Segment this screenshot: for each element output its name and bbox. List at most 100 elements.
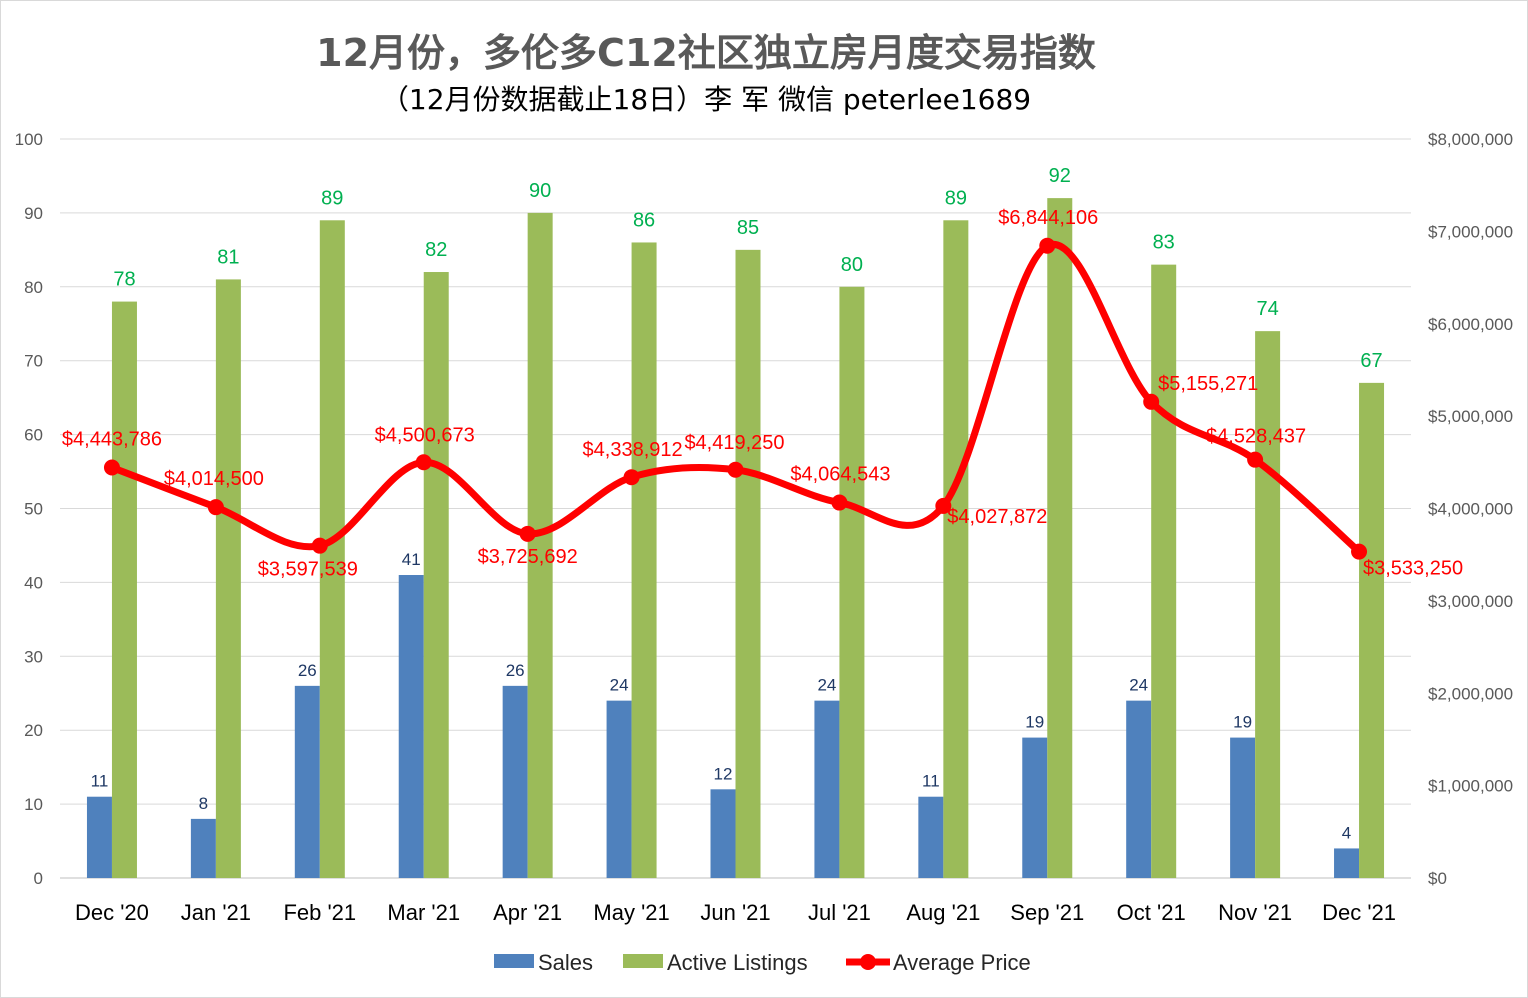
average-price-marker [311, 537, 328, 554]
sales-bar [1334, 848, 1360, 878]
sales-bar [294, 685, 320, 878]
active-listings-bar [1359, 382, 1385, 878]
active-listings-data-label: 86 [633, 209, 655, 231]
y-right-tick-label: $0 [1428, 869, 1447, 888]
active-listings-bar [1255, 331, 1281, 878]
average-price-data-label: $4,528,437 [1206, 426, 1306, 448]
x-tick-label: Sep '21 [1010, 900, 1084, 925]
average-price-marker [1351, 543, 1368, 560]
active-listings-bar [215, 279, 241, 878]
legend-marker-average-price [860, 954, 876, 970]
y-left-tick-label: 40 [24, 573, 43, 592]
average-price-data-label: $5,155,271 [1158, 373, 1258, 395]
chart-title: 12月份，多伦多C12社区独立房月度交易指数 [316, 31, 1096, 75]
y-left-tick-label: 0 [34, 869, 43, 888]
y-right-tick-label: $3,000,000 [1428, 592, 1513, 611]
average-price-marker [1143, 393, 1160, 410]
average-price-marker [1039, 237, 1056, 254]
average-price-marker [1247, 451, 1264, 468]
average-price-data-label: $4,064,543 [790, 464, 890, 486]
y-right-tick-label: $6,000,000 [1428, 315, 1513, 334]
x-tick-label: Mar '21 [387, 900, 460, 925]
x-tick-label: Oct '21 [1117, 900, 1186, 925]
active-listings-data-label: 85 [737, 217, 759, 239]
legend-label-average-price: Average Price [893, 950, 1031, 975]
active-listings-data-label: 83 [1153, 232, 1175, 254]
x-tick-label: May '21 [593, 900, 669, 925]
active-listings-data-label: 67 [1360, 350, 1382, 372]
active-listings-bar [631, 242, 657, 878]
average-price-data-label: $4,443,786 [62, 429, 162, 451]
average-price-data-label: $3,725,692 [478, 546, 578, 568]
average-price-marker [519, 525, 536, 542]
average-price-data-label: $3,533,250 [1363, 558, 1463, 580]
sales-bar [710, 789, 736, 878]
average-price-marker [831, 494, 848, 511]
active-listings-bar [1151, 264, 1177, 878]
sales-data-label: 19 [1025, 713, 1044, 732]
x-tick-label: Jun '21 [700, 900, 770, 925]
sales-data-label: 12 [714, 764, 733, 783]
active-listings-data-label: 90 [529, 180, 551, 202]
x-tick-label: Feb '21 [283, 900, 356, 925]
active-listings-data-label: 89 [945, 187, 967, 209]
x-tick-label: Dec '20 [75, 900, 149, 925]
active-listings-data-label: 74 [1256, 298, 1278, 320]
legend-label-active-listings: Active Listings [667, 950, 808, 975]
y-left-tick-label: 70 [24, 352, 43, 371]
y-left-tick-label: 50 [24, 500, 43, 519]
y-left-tick-label: 80 [24, 278, 43, 297]
active-listings-data-label: 89 [321, 187, 343, 209]
y-right-tick-label: $1,000,000 [1428, 777, 1513, 796]
active-listings-data-label: 80 [841, 254, 863, 276]
active-listings-bar [943, 220, 969, 879]
active-listings-data-label: 78 [113, 269, 135, 291]
legend-swatch-sales [494, 954, 534, 968]
sales-bar [398, 575, 424, 878]
x-tick-label: Aug '21 [906, 900, 980, 925]
active-listings-data-label: 81 [217, 246, 239, 268]
y-left-tick-label: 30 [24, 647, 43, 666]
active-listings-bar [111, 301, 137, 879]
sales-data-label: 26 [298, 661, 317, 680]
sales-data-label: 4 [1342, 823, 1351, 842]
sales-bar [190, 818, 216, 878]
y-right-tick-label: $4,000,000 [1428, 500, 1513, 519]
x-tick-label: Jul '21 [808, 900, 871, 925]
active-listings-data-label: 92 [1049, 165, 1071, 187]
active-listings-bar [1047, 198, 1073, 878]
y-left-tick-label: 90 [24, 204, 43, 223]
x-tick-label: Jan '21 [181, 900, 251, 925]
y-right-tick-label: $7,000,000 [1428, 222, 1513, 241]
y-left-tick-label: 20 [24, 721, 43, 740]
sales-bar [1230, 737, 1256, 878]
average-price-data-label: $4,419,250 [684, 432, 784, 454]
sales-bar [1126, 700, 1152, 878]
sales-data-label: 24 [1129, 676, 1148, 695]
average-price-data-label: $4,027,872 [947, 506, 1047, 528]
sales-bar [814, 700, 840, 878]
y-right-tick-label: $8,000,000 [1428, 130, 1513, 149]
sales-data-label: 41 [402, 550, 421, 569]
average-price-data-label: $6,844,106 [998, 207, 1098, 229]
active-listings-bar [839, 286, 865, 878]
y-right-tick-label: $2,000,000 [1428, 684, 1513, 703]
sales-bar [502, 685, 528, 878]
sales-data-label: 24 [610, 676, 629, 695]
sales-bar [606, 700, 632, 878]
legend-label-sales: Sales [538, 950, 593, 975]
y-left-tick-label: 100 [15, 130, 43, 149]
active-listings-data-label: 82 [425, 239, 447, 261]
average-price-marker [415, 454, 432, 471]
sales-bar [918, 796, 944, 878]
average-price-marker [623, 469, 640, 486]
average-price-marker [103, 459, 120, 476]
sales-data-label: 8 [199, 794, 208, 813]
active-listings-bar [527, 212, 553, 878]
y-left-tick-label: 10 [24, 795, 43, 814]
x-tick-label: Nov '21 [1218, 900, 1292, 925]
average-price-data-label: $4,500,673 [375, 424, 475, 446]
sales-data-label: 26 [506, 661, 525, 680]
y-right-tick-label: $5,000,000 [1428, 407, 1513, 426]
